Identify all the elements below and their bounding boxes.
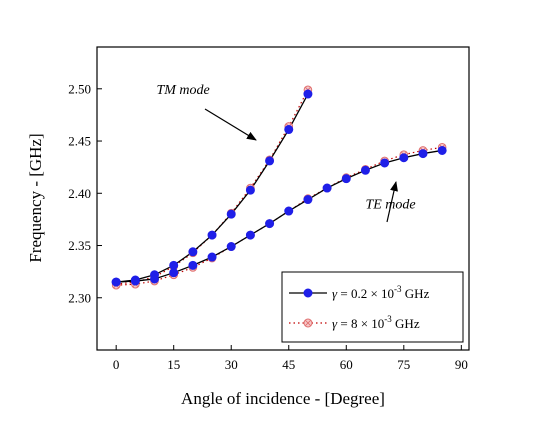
data-point-gamma-0.2 [169,268,179,278]
data-point-gamma-0.2 [284,206,294,216]
legend-label-1: γ = 0.2 × 10-3 GHz [332,284,430,301]
x-tick-label: 90 [455,357,468,372]
data-point-gamma-0.2 [207,230,217,240]
series-line-gamma-8 [116,146,443,286]
x-tick-label: 0 [113,357,120,372]
legend-marker-2 [303,318,313,328]
data-point-gamma-0.2 [188,247,198,257]
data-point-gamma-0.2 [265,219,275,229]
data-point-gamma-0.2 [226,209,236,219]
data-point-gamma-0.2 [418,149,428,159]
legend-box [281,271,464,343]
data-point-gamma-0.2 [380,158,390,168]
y-tick-label: 2.45 [68,134,91,149]
y-tick-label: 2.30 [68,290,91,305]
y-tick-label: 2.50 [68,81,91,96]
data-point-gamma-0.2 [130,276,140,286]
data-point-gamma-0.2 [226,242,236,252]
data-point-gamma-0.2 [303,89,313,99]
data-point-gamma-0.2 [207,252,217,262]
series-layer [111,85,447,290]
data-point-gamma-0.2 [341,174,351,184]
x-tick-label: 30 [225,357,238,372]
y-tick-label: 2.35 [68,238,91,253]
plot-frame [96,46,470,351]
y-tick-label: 2.40 [68,186,91,201]
data-point-gamma-0.2 [150,274,160,284]
legend: γ = 0.2 × 10-3 GHz γ = 8 × 10-3 GHz [281,271,464,343]
annotation-label: TM mode [156,83,209,98]
data-point-gamma-0.2 [245,230,255,240]
series-line-gamma-0.2 [116,149,443,283]
x-tick-label: 60 [340,357,353,372]
x-tick-label: 15 [167,357,180,372]
x-tick-label: 45 [282,357,295,372]
data-point-gamma-0.2 [437,145,447,155]
tick-marks: 0 15 30 45 60 75 90 2.30 2.35 2.40 2.45 2.50 [68,81,468,372]
legend-marker-1 [303,288,313,298]
legend-label-2: γ = 8 × 10-3 GHz [332,314,420,331]
data-point-gamma-0.2 [303,195,313,205]
data-point-gamma-0.2 [245,185,255,195]
data-point-gamma-0.2 [284,125,294,135]
tm-mode-arrow [204,108,257,141]
series-line-gamma-8 [116,89,309,285]
data-point-gamma-0.2 [322,183,332,193]
legend-item-1: γ = 0.2 × 10-3 GHz [289,284,430,301]
data-point-gamma-0.2 [360,165,370,175]
data-point-gamma-0.2 [399,153,409,163]
data-point-gamma-0.2 [188,260,198,270]
x-tick-label: 75 [397,357,410,372]
te-mode-arrow [386,181,398,223]
data-point-gamma-0.2 [169,260,179,270]
x-axis-title: Angle of incidence - [Degree] [181,389,385,408]
y-axis-title: Frequency - [GHz] [26,133,45,262]
legend-item-2: γ = 8 × 10-3 GHz [289,314,420,331]
data-point-gamma-0.2 [111,277,121,287]
data-point-gamma-0.2 [265,156,275,166]
